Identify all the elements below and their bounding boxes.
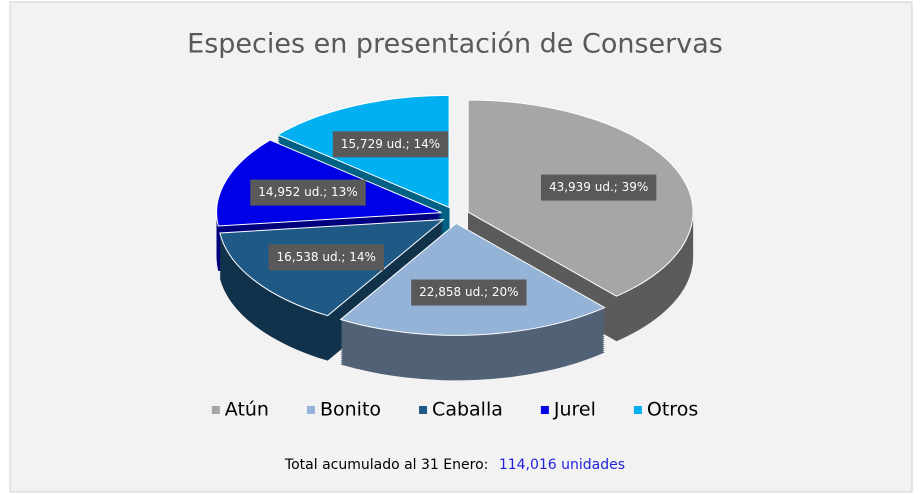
legend-swatch xyxy=(211,406,220,414)
legend-item: Caballa xyxy=(419,399,503,421)
data-label: 14,952 ud.; 13% xyxy=(258,185,357,199)
legend-item: Jurel xyxy=(540,399,596,421)
data-label: 22,858 ud.; 20% xyxy=(419,285,518,299)
data-label: 16,538 ud.; 14% xyxy=(277,250,376,264)
data-label-box xyxy=(250,179,366,206)
legend-item: Atún xyxy=(211,399,269,421)
legend: Atún Bonito Caballa Jurel Otros xyxy=(211,399,698,421)
data-label-box xyxy=(268,244,384,271)
legend-item: Otros xyxy=(633,399,698,421)
data-label-box xyxy=(411,279,527,306)
legend-swatch xyxy=(633,406,642,414)
data-label: 15,729 ud.; 14% xyxy=(341,137,440,151)
data-labels: 43,939 ud.; 39% 22,858 ud.; 20% 16,538 ud.… xyxy=(250,131,657,306)
slice xyxy=(339,222,606,336)
footer: Total acumulado al 31 Enero: 114,016 uni… xyxy=(284,457,625,473)
data-label-box xyxy=(540,174,657,201)
legend-swatch xyxy=(540,406,549,414)
legend-label: Caballa xyxy=(432,399,503,421)
data-label: 43,939 ud.; 39% xyxy=(549,180,648,194)
legend-label: Atún xyxy=(225,399,269,421)
legend-label: Jurel xyxy=(553,399,596,421)
legend-swatch xyxy=(419,406,428,414)
footer-total: 114,016 unidades xyxy=(499,457,625,473)
data-label-box xyxy=(332,131,449,158)
legend-label: Bonito xyxy=(320,399,381,421)
legend-item: Bonito xyxy=(306,399,381,421)
legend-swatch xyxy=(306,406,315,414)
chart-title: Especies en presentación de Conservas xyxy=(187,29,723,60)
footer-label: Total acumulado al 31 Enero: xyxy=(284,457,488,473)
legend-label: Otros xyxy=(647,399,698,421)
